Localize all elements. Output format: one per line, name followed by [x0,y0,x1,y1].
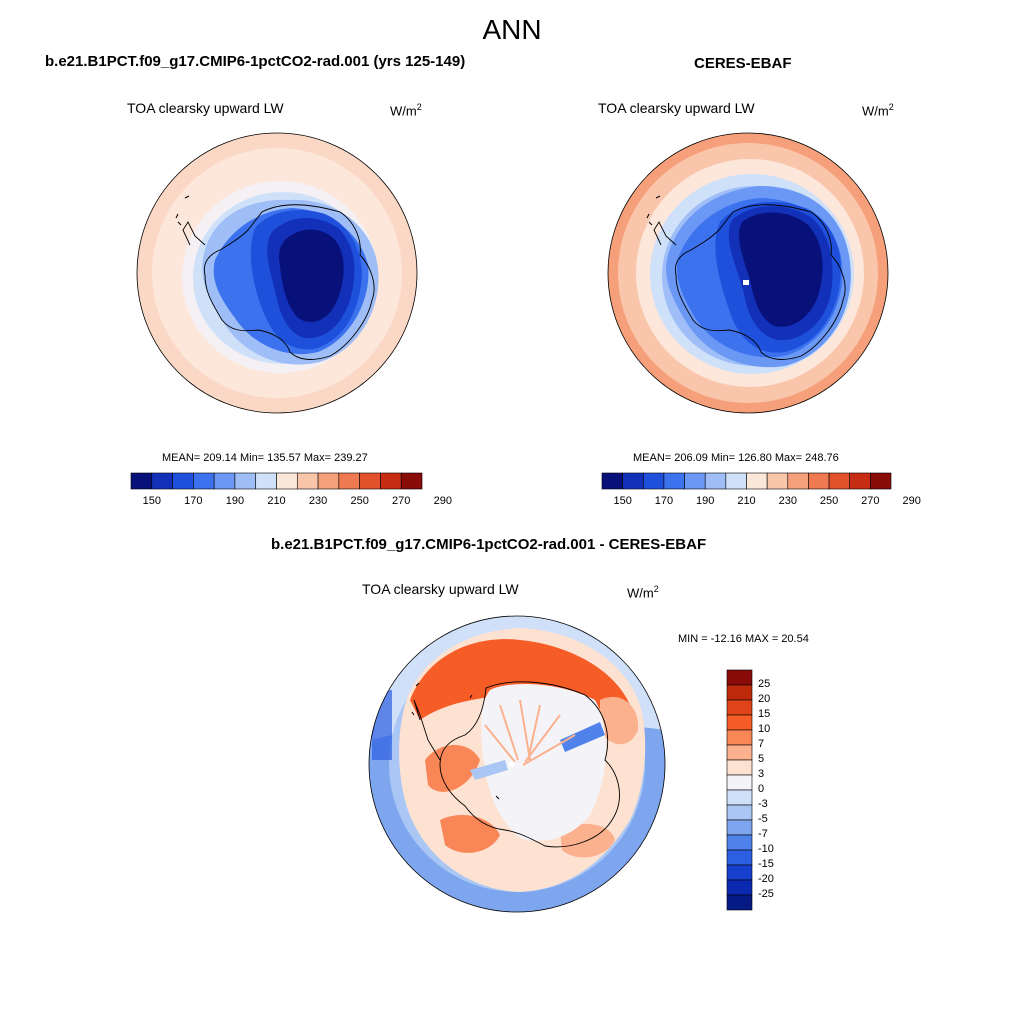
colorbar-tick-label: 10 [758,723,771,735]
colorbar-swatch [726,774,753,791]
model-stats: MEAN= 209.14 Min= 135.57 Max= 239.27 [162,452,368,464]
diff-variable-title: TOA clearsky upward LW [362,581,519,597]
colorbar-tick-label: -15 [758,858,774,870]
model-variable-title: TOA clearsky upward LW [127,100,284,116]
colorbar-swatch [726,819,753,836]
diff-stats: MIN = -12.16 MAX = 20.54 [678,633,809,645]
colorbar-swatch [726,729,753,746]
colorbar-tick-label: 250 [350,495,369,507]
obs-units: W/m2 [862,102,894,119]
obs-case-title: CERES-EBAF [694,55,792,72]
colorbar-tick-label: -20 [758,873,774,885]
colorbar-tick-label: -5 [758,813,768,825]
colorbar-swatch [726,759,753,776]
colorbar-tick-label: 210 [267,495,286,507]
colorbar-tick-label: 250 [819,495,839,507]
colorbar-swatch [726,864,753,881]
colorbar-swatch [870,472,892,490]
colorbar-swatch [726,669,753,686]
colorbar-tick-label: 230 [778,495,797,507]
colorbar-tick-label: 25 [758,678,771,690]
colorbar-tick-label: 3 [758,768,765,780]
obs-stats: MEAN= 206.09 Min= 126.80 Max= 248.76 [633,452,839,464]
colorbar-tick-label: 0 [758,783,765,795]
page-title: ANN [482,14,542,45]
colorbar-swatch [400,472,423,490]
colorbar-tick-label: 290 [433,495,452,507]
colorbar-swatch [726,894,753,911]
colorbar-swatch [726,879,753,896]
colorbar-swatch [726,714,753,731]
diff-case-title: b.e21.B1PCT.f09_g17.CMIP6-1pctCO2-rad.00… [271,536,707,553]
colorbar-swatch [726,684,753,701]
obs-variable-title: TOA clearsky upward LW [598,100,755,116]
colorbar-tick-label: 290 [902,495,921,507]
colorbar-tick-label: 210 [737,495,756,507]
colorbar-tick-label: 230 [308,495,328,507]
model-units: W/m2 [390,102,422,119]
colorbar-tick-label: 170 [654,495,674,507]
colorbar-tick-label: -3 [758,798,768,810]
colorbar-swatch [726,849,753,866]
colorbar-tick-label: 150 [142,495,161,507]
colorbar-tick-label: 150 [613,495,632,507]
colorbar-swatch [726,744,753,761]
colorbar-tick-label: 170 [184,495,203,507]
colorbar-swatch [726,834,753,851]
colorbar-tick-label: 7 [758,738,765,750]
colorbar-tick-label: -7 [758,828,768,840]
colorbar-tick-label: -25 [758,888,774,900]
diff-units: W/m2 [627,584,659,601]
colorbar-swatch [726,699,753,716]
colorbar-tick-label: 20 [758,693,771,705]
colorbar-tick-label: -10 [758,843,774,855]
colorbar-tick-label: 190 [696,495,715,507]
colorbar-tick-label: 5 [758,753,765,765]
colorbar-tick-label: 15 [758,708,771,720]
colorbar-tick-label: 270 [392,495,411,507]
model-case-title: b.e21.B1PCT.f09_g17.CMIP6-1pctCO2-rad.00… [45,53,466,70]
colorbar-tick-label: 190 [225,495,245,507]
colorbar-swatch [726,804,753,821]
colorbar-tick-label: 270 [861,495,880,507]
colorbar-swatch [726,789,753,806]
